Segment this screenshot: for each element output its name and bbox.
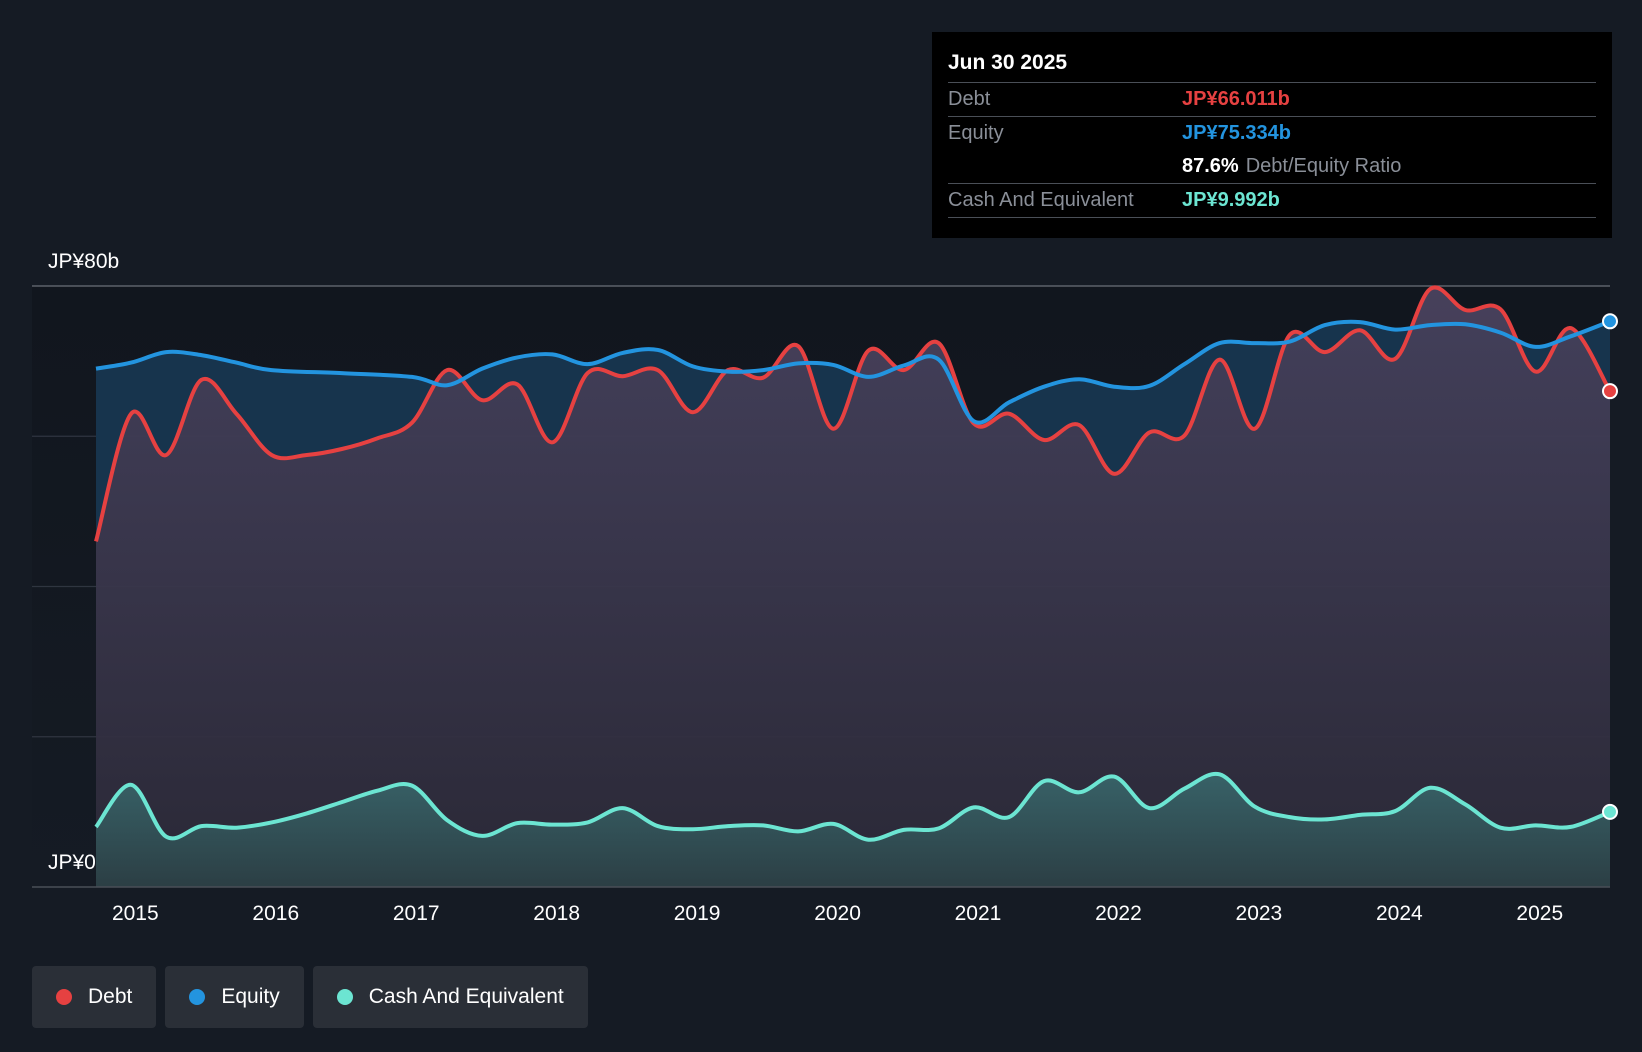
legend-item-equity[interactable]: Equity (165, 966, 304, 1028)
equity-line (95, 319, 1611, 425)
debt-dot-icon (56, 989, 72, 1005)
tooltip-cash-value: JP¥9.992b (1182, 189, 1280, 211)
x-tick-label: 2021 (955, 902, 1002, 925)
legend-label-cash: Cash And Equivalent (368, 985, 564, 1008)
legend-label-equity: Equity (221, 985, 280, 1008)
x-tick-label: 2016 (252, 902, 299, 925)
x-tick-label: 2018 (533, 902, 580, 925)
tooltip-ratio-value: 87.6% (1182, 155, 1239, 177)
cash-area (96, 773, 1610, 887)
debt-line (94, 285, 1612, 542)
tooltip-row-cash: Cash And Equivalent JP¥9.992b (948, 183, 1596, 218)
cash-end-marker (1602, 803, 1618, 820)
end-markers (1602, 313, 1618, 820)
x-tick-label: 2017 (393, 902, 440, 925)
tooltip: Jun 30 2025 Debt JP¥66.011b Equity JP¥75… (932, 32, 1612, 238)
x-tick-label: 2025 (1516, 902, 1563, 925)
tooltip-debt-value: JP¥66.011b (1182, 88, 1290, 110)
cash-line (94, 771, 1611, 842)
y-axis-min-label: JP¥0 (48, 851, 96, 874)
debt-area (96, 287, 1610, 887)
legend-item-cash[interactable]: Cash And Equivalent (312, 966, 588, 1028)
legend-label-debt: Debt (88, 985, 133, 1008)
debt-end-marker (1602, 383, 1618, 400)
tooltip-equity-label: Equity (948, 122, 1004, 144)
tooltip-ratio-label: Debt/Equity Ratio (1245, 155, 1402, 177)
tooltip-row-ratio: 87.6% Debt/Equity Ratio (948, 150, 1596, 183)
tooltip-equity-value: JP¥75.334b (1182, 122, 1291, 144)
equity-dot-icon (189, 989, 206, 1005)
x-tick-label: 2020 (814, 902, 861, 925)
legend: Debt Equity Cash And Equivalent (32, 966, 588, 1028)
x-tick-label: 2023 (1236, 902, 1283, 925)
tooltip-debt-label: Debt (948, 88, 991, 110)
x-tick-label: 2015 (112, 902, 159, 925)
x-axis-ticks: 2015 2016 2017 2018 2019 2020 2021 2022 2023 2024… (112, 902, 1563, 925)
tooltip-cash-label: Cash And Equivalent (948, 189, 1134, 211)
x-tick-label: 2024 (1376, 902, 1423, 925)
x-tick-label: 2022 (1095, 902, 1142, 925)
tooltip-date: Jun 30 2025 (948, 51, 1068, 74)
equity-end-marker (1602, 313, 1618, 330)
tooltip-row-debt: Debt JP¥66.011b (948, 82, 1596, 116)
x-tick-label: 2019 (674, 902, 721, 925)
cash-dot-icon (336, 989, 353, 1005)
tooltip-row-equity: Equity JP¥75.334b (948, 116, 1596, 150)
y-axis-max-label: JP¥80b (48, 250, 120, 273)
legend-item-debt[interactable]: Debt (32, 966, 157, 1028)
